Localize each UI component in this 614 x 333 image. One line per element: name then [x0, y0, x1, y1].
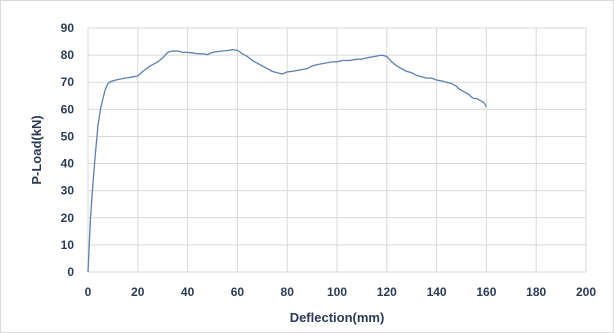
y-tick-label: 30	[61, 184, 75, 198]
tick-layer: 0 10 20 30 40 50 60 70 80 90 0 20 40 60 80 100 120 140 160…	[61, 21, 597, 299]
x-axis-title: Deflection(mm)	[290, 310, 385, 325]
y-tick-label: 90	[61, 21, 75, 35]
y-tick-label: 70	[61, 75, 75, 89]
x-tick-label: 200	[576, 285, 596, 299]
x-tick-label: 140	[427, 285, 447, 299]
x-tick-label: 40	[181, 285, 195, 299]
y-tick-label: 10	[61, 238, 75, 252]
y-axis-title: P-Load(kN)	[29, 115, 44, 184]
y-tick-label: 80	[61, 48, 75, 62]
grid-layer	[87, 27, 587, 273]
y-tick-label: 0	[67, 265, 74, 279]
x-tick-label: 80	[281, 285, 295, 299]
x-tick-label: 120	[377, 285, 397, 299]
series-line	[87, 49, 487, 273]
x-tick-label: 20	[131, 285, 145, 299]
y-tick-label: 60	[61, 102, 75, 116]
x-tick-label: 180	[526, 285, 546, 299]
y-tick-label: 20	[61, 211, 75, 225]
x-tick-label: 160	[476, 285, 496, 299]
x-tick-label: 60	[231, 285, 245, 299]
x-tick-label: 0	[85, 285, 92, 299]
series-layer	[87, 49, 487, 273]
y-tick-label: 50	[61, 129, 75, 143]
y-tick-label: 40	[61, 157, 75, 171]
x-tick-label: 100	[327, 285, 347, 299]
